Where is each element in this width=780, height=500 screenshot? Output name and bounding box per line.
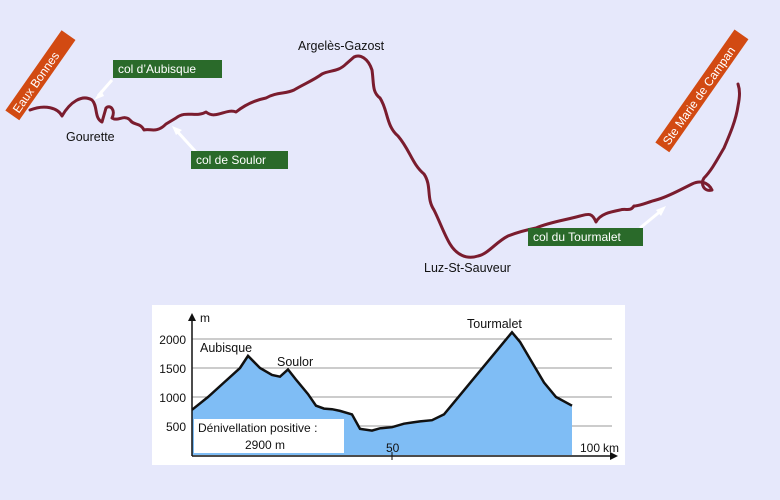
- x-tick-100: 100: [580, 441, 600, 455]
- pass-label-soulor: col de Soulor: [196, 153, 266, 167]
- x-unit-label: km: [603, 441, 619, 455]
- town-badge-ste-marie: Ste Marie de Campan: [655, 29, 749, 153]
- pointer-arrow-tourmalet: [639, 206, 666, 230]
- peak-label-soulor: Soulor: [277, 355, 313, 369]
- y-tick-500: 500: [166, 420, 186, 434]
- x-tick-50: 50: [386, 441, 400, 455]
- pass-badge-soulor: col de Soulor: [191, 151, 288, 169]
- place-label-gourette: Gourette: [66, 130, 115, 144]
- x-axis-arrow: [610, 452, 618, 460]
- y-axis-arrow: [188, 313, 196, 321]
- elevation-gain-line2: 2900 m: [245, 438, 285, 452]
- pass-badge-aubisque: col d’Aubisque: [113, 60, 222, 78]
- town-label-eaux-bonnes: Eaux Bonnes: [10, 49, 62, 116]
- route-line: [28, 54, 741, 259]
- pass-label-tourmalet: col du Tourmalet: [533, 230, 621, 244]
- y-tick-2000: 2000: [159, 333, 186, 347]
- pointer-arrow-soulor: [172, 126, 198, 154]
- place-label-argeles: Argelès-Gazost: [298, 39, 385, 53]
- y-tick-1000: 1000: [159, 391, 186, 405]
- town-label-ste-marie: Ste Marie de Campan: [660, 44, 738, 148]
- pointer-arrow-aubisque: [94, 79, 114, 100]
- elevation-gain-box: [194, 419, 344, 453]
- y-tick-1500: 1500: [159, 362, 186, 376]
- profile-line: [191, 330, 573, 432]
- place-label-luz: Luz-St-Sauveur: [424, 261, 511, 275]
- elevation-profile: m 2000 1500 1000 500 50 100 km Aubisque …: [152, 305, 625, 465]
- peak-label-aubisque: Aubisque: [200, 341, 252, 355]
- elevation-gain-line1: Dénivellation positive :: [198, 421, 317, 435]
- pass-label-aubisque: col d’Aubisque: [118, 62, 196, 76]
- pass-badge-tourmalet: col du Tourmalet: [528, 228, 643, 246]
- y-unit-label: m: [200, 311, 210, 325]
- peak-label-tourmalet: Tourmalet: [467, 317, 522, 331]
